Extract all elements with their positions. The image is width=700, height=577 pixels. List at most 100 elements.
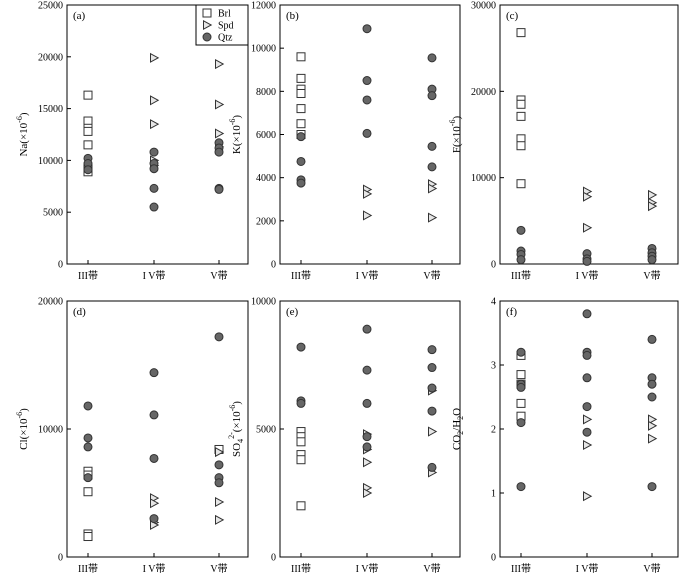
data-point-qtz: [582, 256, 592, 266]
y-tick-label: 1: [491, 489, 496, 500]
y-tick-label: 20000: [471, 87, 496, 98]
x-tick-label: III带: [291, 270, 311, 282]
data-point-brl: [296, 73, 306, 83]
data-point-qtz: [582, 309, 592, 319]
x-tick-label: I V带: [143, 270, 166, 282]
panel-label: (b): [286, 10, 299, 22]
data-point-brl: [296, 437, 306, 447]
data-point-spd: [363, 457, 373, 468]
data-point-qtz: [83, 165, 93, 175]
data-point-qtz: [362, 24, 372, 34]
data-point-brl: [296, 455, 306, 465]
data-point-qtz: [296, 132, 306, 142]
data-point-qtz: [83, 473, 93, 483]
data-point-brl: [516, 141, 526, 151]
data-point-qtz: [582, 427, 592, 437]
x-tick-label: III带: [291, 563, 311, 575]
legend-marker-brl: [202, 8, 212, 18]
data-point-spd: [150, 52, 160, 63]
legend-marker-qtz: [202, 32, 212, 42]
data-point-qtz: [516, 255, 526, 265]
data-point-qtz: [427, 345, 437, 355]
data-point-brl: [83, 140, 93, 150]
data-point-qtz: [516, 418, 526, 428]
data-point-spd: [363, 188, 373, 199]
data-point-brl: [296, 104, 306, 114]
y-axis-label: CO2/H2O: [451, 408, 465, 450]
y-tick-label: 10000: [251, 297, 276, 308]
data-point-spd: [215, 514, 225, 525]
data-point-spd: [150, 95, 160, 106]
x-tick-label: V带: [423, 563, 440, 575]
y-tick-label: 12000: [251, 1, 276, 12]
data-point-qtz: [427, 141, 437, 151]
y-tick-label: 5000: [43, 208, 63, 219]
data-point-qtz: [296, 156, 306, 166]
x-tick-label: III带: [511, 270, 531, 282]
data-point-brl: [296, 52, 306, 62]
data-point-spd: [428, 426, 438, 437]
y-tick-label: 25000: [38, 1, 63, 12]
x-tick-label: I V带: [356, 270, 379, 282]
panel-label: (e): [286, 306, 299, 318]
data-point-qtz: [647, 379, 657, 389]
plot-frame: [66, 4, 249, 265]
data-point-spd: [583, 222, 593, 233]
data-point-qtz: [149, 453, 159, 463]
data-point-brl: [83, 532, 93, 542]
x-tick-label: V带: [210, 270, 227, 282]
y-tick-label: 20000: [38, 297, 63, 308]
x-tick-label: I V带: [576, 270, 599, 282]
x-tick-label: III带: [511, 563, 531, 575]
data-point-spd: [150, 119, 160, 130]
y-tick-label: 2000: [256, 216, 276, 227]
data-point-brl: [296, 88, 306, 98]
y-tick-label: 4000: [256, 173, 276, 184]
data-point-qtz: [83, 442, 93, 452]
data-point-qtz: [362, 398, 372, 408]
legend-label-qtz: Qtz: [218, 33, 233, 44]
data-point-spd: [150, 498, 160, 509]
y-tick-label: 0: [271, 553, 276, 564]
x-tick-label: V带: [643, 563, 660, 575]
data-point-qtz: [582, 402, 592, 412]
data-point-qtz: [427, 383, 437, 393]
data-point-qtz: [296, 178, 306, 188]
y-tick-label: 5000: [256, 425, 276, 436]
data-point-qtz: [427, 462, 437, 472]
data-point-spd: [648, 433, 658, 444]
data-point-spd: [363, 487, 373, 499]
data-point-spd: [648, 420, 658, 431]
data-point-brl: [83, 126, 93, 136]
data-point-qtz: [516, 225, 526, 235]
x-tick-label: V带: [210, 563, 227, 575]
data-point-spd: [215, 59, 225, 70]
data-point-qtz: [362, 324, 372, 334]
data-point-spd: [428, 212, 438, 223]
data-point-qtz: [296, 398, 306, 408]
y-tick-label: 4: [491, 297, 496, 308]
data-point-brl: [83, 90, 93, 100]
plot-frame: [279, 300, 461, 558]
data-point-spd: [583, 439, 593, 451]
data-point-qtz: [362, 442, 372, 452]
data-point-qtz: [149, 368, 159, 378]
data-point-qtz: [427, 91, 437, 101]
panel-label: (a): [73, 10, 86, 22]
data-point-spd: [583, 191, 593, 202]
data-point-qtz: [516, 347, 526, 357]
data-point-qtz: [647, 482, 657, 492]
y-axis-label: F(×10-6): [448, 116, 463, 154]
data-point-qtz: [83, 401, 93, 411]
y-axis-label: K(×10-6): [228, 115, 243, 154]
y-tick-label: 10000: [471, 173, 496, 184]
data-point-spd: [583, 414, 593, 425]
data-point-qtz: [83, 433, 93, 443]
data-point-qtz: [149, 183, 159, 193]
x-tick-label: V带: [643, 270, 660, 282]
x-tick-label: I V带: [356, 563, 379, 575]
data-point-qtz: [149, 410, 159, 420]
panel-label: (d): [73, 306, 86, 318]
data-point-qtz: [296, 342, 306, 352]
data-point-qtz: [214, 184, 224, 194]
